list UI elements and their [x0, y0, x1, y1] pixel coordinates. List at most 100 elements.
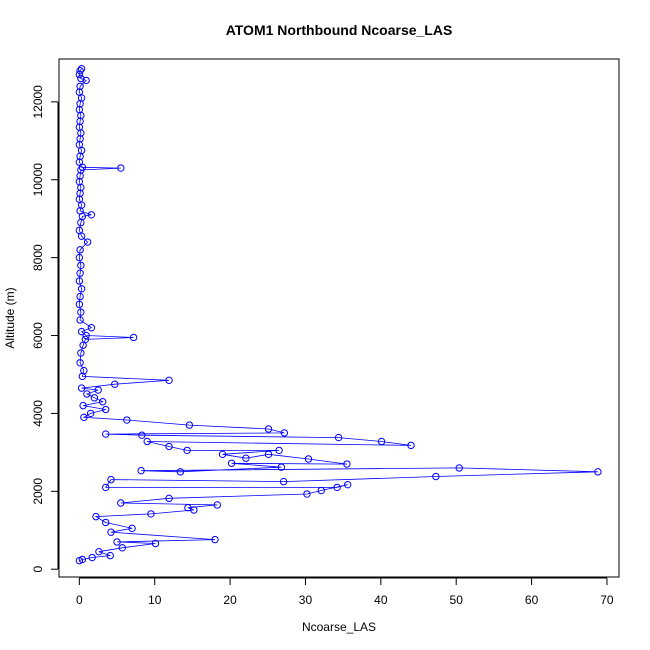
data-point	[75, 556, 84, 565]
y-tick-label: 8000	[31, 244, 45, 271]
data-point	[76, 292, 84, 301]
data-point	[594, 468, 602, 476]
data-point	[128, 524, 136, 533]
data-point	[77, 285, 86, 293]
data-point	[102, 405, 110, 414]
data-point	[165, 442, 173, 451]
data-point	[304, 455, 313, 463]
x-tick-label: 0	[76, 593, 83, 607]
data-point	[147, 510, 155, 518]
data-point	[90, 394, 99, 402]
data-point	[143, 437, 151, 446]
data-point	[129, 333, 138, 342]
data-point	[77, 261, 85, 270]
data-point	[76, 66, 84, 75]
data-point	[102, 483, 110, 492]
data-point	[95, 547, 103, 556]
data-point	[213, 501, 221, 509]
data-point	[75, 253, 84, 262]
data-point	[82, 331, 90, 340]
data-point	[117, 499, 125, 507]
data-point	[86, 409, 95, 418]
series-line	[78, 68, 598, 561]
data-point	[123, 416, 131, 424]
x-axis-label: Ncoarse_LAS	[302, 620, 376, 634]
data-point	[113, 538, 121, 546]
data-point	[333, 483, 341, 492]
data-point	[264, 425, 273, 433]
data-point	[377, 437, 386, 446]
data-point	[343, 480, 352, 489]
data-point	[106, 551, 114, 560]
y-tick-label: 6000	[31, 322, 45, 349]
data-point	[176, 468, 185, 476]
data-point	[102, 430, 110, 438]
data-point	[80, 413, 88, 422]
data-point	[334, 433, 343, 442]
data-point	[82, 76, 90, 85]
data-point	[107, 528, 115, 536]
data-point	[151, 539, 160, 548]
data-point	[79, 341, 87, 349]
x-tick-label: 50	[450, 593, 464, 607]
x-tick-label: 40	[374, 593, 388, 607]
data-point	[88, 553, 96, 562]
data-point	[76, 359, 84, 367]
x-tick-label: 20	[223, 593, 237, 607]
y-tick-label: 4000	[31, 400, 45, 427]
x-tick-label: 30	[299, 593, 313, 607]
data-point	[76, 246, 84, 254]
data-point	[77, 232, 86, 240]
data-point	[77, 327, 86, 336]
data-point	[76, 316, 84, 324]
data-point	[165, 494, 173, 503]
data-point	[118, 544, 127, 552]
chart-title: ATOM1 Northbound Ncoarse_LAS	[226, 22, 453, 38]
data-point	[111, 380, 119, 388]
data-point	[343, 460, 351, 468]
data-point	[407, 441, 415, 450]
data-point	[211, 535, 219, 544]
plot-frame	[58, 58, 620, 578]
data-point	[107, 475, 115, 484]
data-point	[183, 446, 191, 455]
y-axis-label: Altitude (m)	[3, 287, 17, 348]
data-point	[117, 164, 125, 172]
data-point	[317, 486, 325, 495]
y-axis: 0 2000 4000 6000 8000 10000 12000	[31, 85, 59, 573]
data-point	[303, 490, 311, 498]
data-point	[138, 431, 146, 439]
data-point	[137, 466, 145, 475]
data-point	[275, 446, 283, 455]
x-tick-label: 10	[148, 593, 162, 607]
data-point	[77, 384, 86, 392]
data-point	[227, 459, 236, 467]
y-tick-label: 2000	[31, 478, 45, 505]
data-point	[83, 390, 91, 398]
data-point	[218, 450, 227, 459]
data-point	[77, 349, 85, 357]
data-point	[190, 506, 198, 514]
data-point	[92, 512, 100, 521]
data-point	[99, 398, 107, 406]
data-point	[75, 70, 84, 79]
data-point	[87, 324, 96, 332]
data-point	[432, 472, 440, 481]
data-point	[242, 454, 250, 462]
x-tick-label: 60	[525, 593, 539, 607]
data-point	[280, 429, 289, 437]
x-axis: 0 10 20 30 40 50 60 70	[76, 577, 614, 607]
y-tick-label: 12000	[31, 85, 45, 119]
data-point	[165, 376, 173, 385]
data-point	[83, 238, 92, 246]
data-point	[279, 477, 288, 486]
x-tick-label: 70	[600, 593, 614, 607]
data-point	[102, 518, 110, 527]
y-tick-label: 10000	[31, 163, 45, 197]
data-point	[76, 269, 84, 277]
data-point	[75, 277, 84, 285]
data-point	[277, 463, 286, 471]
data-point	[77, 308, 85, 316]
data-point	[77, 218, 85, 227]
